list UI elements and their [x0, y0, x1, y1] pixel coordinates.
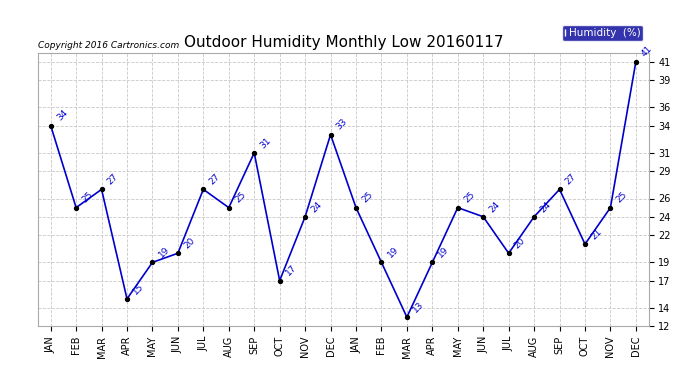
Point [605, 205, 616, 211]
Text: 20: 20 [182, 236, 197, 250]
Text: 41: 41 [640, 45, 654, 59]
Text: 19: 19 [386, 245, 400, 260]
Point [224, 205, 235, 211]
Point [121, 296, 132, 302]
Text: 20: 20 [513, 236, 527, 250]
Text: 25: 25 [462, 190, 476, 205]
Text: 21: 21 [589, 227, 604, 242]
Point [198, 186, 209, 192]
Text: Copyright 2016 Cartronics.com: Copyright 2016 Cartronics.com [38, 41, 179, 50]
Point [70, 205, 81, 211]
Point [45, 123, 56, 129]
Title: Outdoor Humidity Monthly Low 20160117: Outdoor Humidity Monthly Low 20160117 [184, 35, 503, 50]
Text: 25: 25 [615, 190, 629, 205]
Point [477, 214, 489, 220]
Text: 19: 19 [157, 245, 171, 260]
Point [427, 260, 438, 266]
Text: 15: 15 [131, 282, 146, 296]
Legend: Humidity  (%): Humidity (%) [562, 25, 643, 41]
Text: 13: 13 [411, 300, 426, 314]
Point [96, 186, 107, 192]
Point [503, 250, 514, 256]
Text: 33: 33 [335, 117, 349, 132]
Point [299, 214, 310, 220]
Text: 24: 24 [309, 200, 324, 214]
Text: 25: 25 [233, 190, 247, 205]
Point [274, 278, 285, 284]
Point [376, 260, 387, 266]
Text: 27: 27 [106, 172, 120, 187]
Point [325, 132, 336, 138]
Point [631, 58, 642, 64]
Text: 27: 27 [208, 172, 222, 187]
Point [580, 241, 591, 247]
Text: 25: 25 [360, 190, 375, 205]
Text: 24: 24 [538, 200, 553, 214]
Point [452, 205, 463, 211]
Text: 25: 25 [80, 190, 95, 205]
Text: 31: 31 [258, 136, 273, 150]
Point [529, 214, 540, 220]
Text: 34: 34 [55, 108, 69, 123]
Text: 24: 24 [487, 200, 502, 214]
Text: 17: 17 [284, 263, 298, 278]
Point [351, 205, 362, 211]
Point [402, 314, 413, 320]
Point [554, 186, 565, 192]
Text: 19: 19 [437, 245, 451, 260]
Point [147, 260, 158, 266]
Text: 27: 27 [564, 172, 578, 187]
Point [248, 150, 259, 156]
Point [172, 250, 184, 256]
